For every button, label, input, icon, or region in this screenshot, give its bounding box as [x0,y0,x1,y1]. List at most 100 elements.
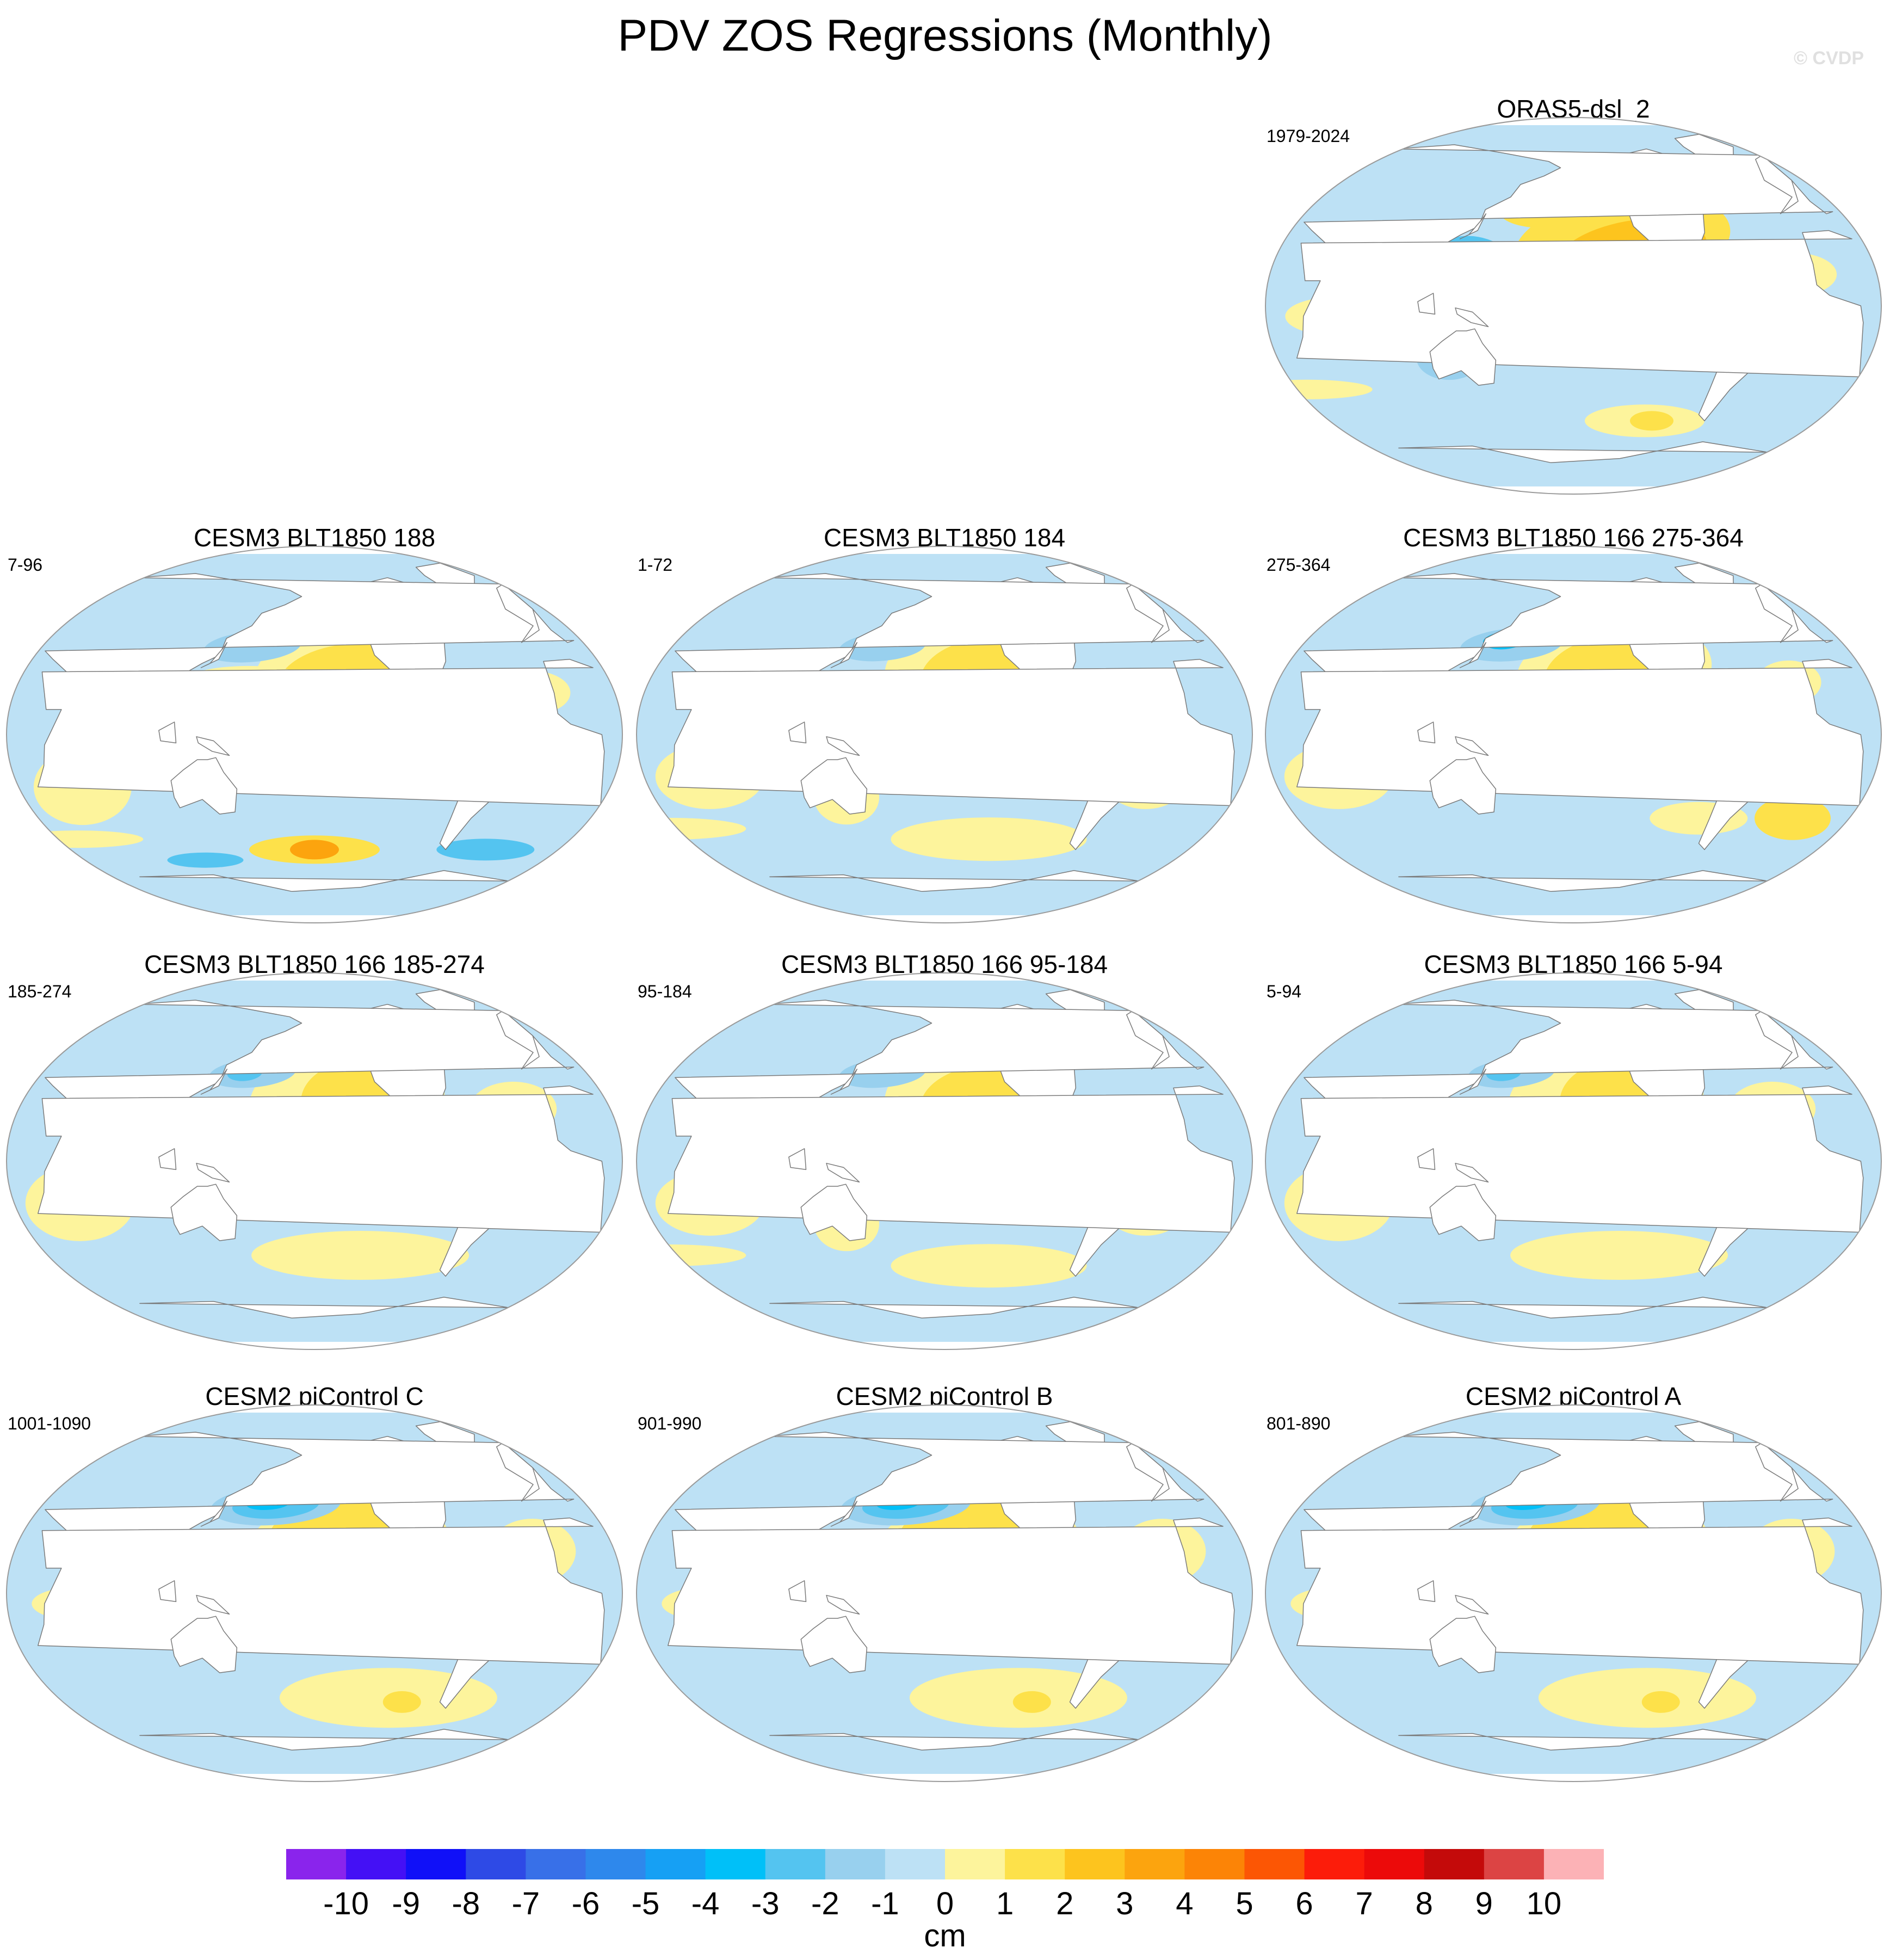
map-outline [1265,972,1882,1350]
colorbar-swatch [1424,1849,1485,1879]
land-borneo-indonesia [788,1580,807,1602]
map-top-edge [637,1405,1252,1413]
anomaly-region [1755,796,1831,840]
land-eurasia-west [1755,1442,1799,1502]
land-africa [1296,230,1864,378]
land-new-guinea [1455,1163,1489,1183]
colorbar-tick-label: -2 [811,1886,839,1916]
map-panel-blt184: CESM3 BLT1850 184 1-72 [634,522,1255,925]
map-top-edge [7,973,622,981]
ocean-field [1265,1405,1881,1782]
colorbar-swatch [526,1849,586,1879]
map-panel-blt188: CESM3 BLT1850 188 7-96 [4,522,625,925]
colorbar-tick-label: -7 [512,1886,540,1916]
map-outline [6,972,623,1350]
map-top-edge [637,973,1252,981]
land-borneo-indonesia [158,722,177,744]
anomaly-region [1641,1691,1680,1713]
land-australia [170,1184,238,1241]
colorbar-tick-label: -6 [572,1886,600,1916]
ocean-field [1265,546,1881,923]
colorbar-swatch [1065,1849,1125,1879]
colorbar-tick-label: 6 [1295,1886,1313,1916]
anomaly-region [167,852,244,868]
colorbar-tick-label: 0 [936,1886,954,1916]
land-japan [830,642,858,668]
map-bottom-edge [1265,1774,1881,1782]
ocean-field [1265,973,1881,1349]
map-top-edge [1265,1405,1881,1413]
land-new-guinea [196,736,230,756]
ocean-field [7,1405,622,1782]
map-bottom-edge [7,1774,622,1782]
land-japan [200,642,228,668]
land-new-guinea [1455,307,1489,328]
colorbar-swatch [945,1849,1005,1879]
colorbar-swatch [1125,1849,1185,1879]
world-map [1265,546,1882,923]
colorbar-swatch [645,1849,706,1879]
land-africa [1296,1517,1864,1665]
map-panel-blt166a: CESM3 BLT1850 166 95-184 95-184 [634,949,1255,1352]
ocean-field [637,546,1252,923]
ocean-field [7,973,622,1349]
anomaly-region [436,839,535,861]
land-eurasia-west [1755,1010,1799,1070]
land-borneo-indonesia [788,1148,807,1170]
anomaly-region [1630,411,1673,431]
land-africa [1296,658,1864,806]
land-new-guinea [1455,736,1489,756]
land-africa [38,1517,605,1665]
land-japan [830,1069,858,1095]
anomaly-region [290,840,339,860]
colorbar-tick-label: -1 [871,1886,899,1916]
land-borneo-indonesia [158,1148,177,1170]
map-panel-blt166b: CESM3 BLT1850 166 185-274 185-274 [4,949,625,1352]
world-map [1265,117,1882,495]
colorbar-tick-label: -9 [392,1886,420,1916]
ocean-field [7,546,622,923]
panel-period: 275-364 [1267,555,1331,575]
land-africa [38,658,605,806]
land-australia [170,757,238,815]
colorbar: -10 -9 -8 -7 -6 -5 -4 -3 -2 -1 0 1 2 3 4 5 6 7 8 9 10 [286,1849,1604,1916]
map-outline [1265,1404,1882,1782]
colorbar-tick-label: -8 [452,1886,480,1916]
land-australia [800,1184,868,1241]
colorbar-swatch [346,1849,406,1879]
map-panel-oras5: ORAS5-dsl_2 1979-2024 [1263,94,1883,496]
colorbar-tick-label: 7 [1355,1886,1373,1916]
map-outline [636,546,1253,923]
colorbar-swatch [765,1849,826,1879]
world-map [636,1404,1253,1782]
map-bottom-edge [1265,486,1881,494]
land-australia [1429,757,1497,815]
anomaly-region [13,830,144,848]
anomaly-region [251,1231,470,1280]
land-australia [1429,328,1497,386]
land-japan [1459,1069,1487,1095]
map-top-edge [1265,546,1881,554]
colorbar-tick-label: 1 [996,1886,1014,1916]
land-eurasia-west [1126,583,1170,643]
colorbar-tick-label: -10 [323,1886,369,1916]
colorbar-tick-label: 8 [1416,1886,1433,1916]
ocean-field [1265,118,1881,494]
map-bottom-edge [637,1342,1252,1349]
map-top-edge [1265,973,1881,981]
panel-period: 95-184 [638,982,692,1001]
land-borneo-indonesia [1417,722,1436,744]
map-top-edge [7,1405,622,1413]
map-panel-blt166c: CESM3 BLT1850 166 275-364 275-364 [1263,522,1883,925]
map-panel-picA: CESM2 piControl A 801-890 [1263,1381,1883,1784]
colorbar-tick-label: 3 [1116,1886,1133,1916]
colorbar-swatch [466,1849,526,1879]
land-australia [800,1616,868,1673]
colorbar-swatch [825,1849,886,1879]
land-new-guinea [196,1595,230,1615]
map-top-edge [7,546,622,554]
map-outline [636,972,1253,1350]
colorbar-swatch [1484,1849,1545,1879]
map-bottom-edge [7,1342,622,1349]
land-eurasia-west [1755,155,1799,214]
